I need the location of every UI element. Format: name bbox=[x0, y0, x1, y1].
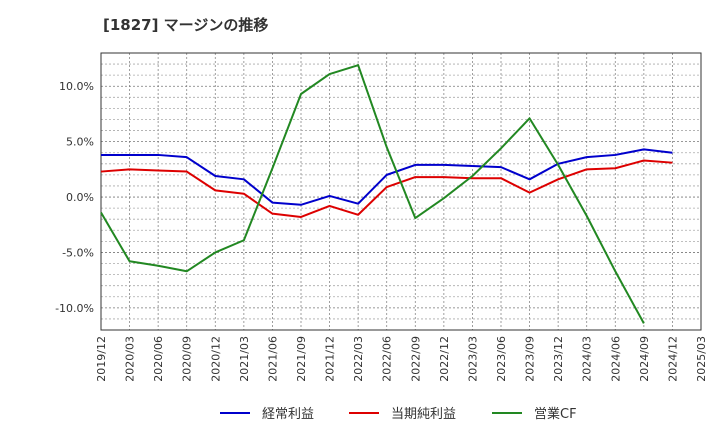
chart-title: [1827] マージンの推移 bbox=[103, 16, 269, 34]
x-tick-label: 2025/03 bbox=[695, 336, 708, 382]
x-tick-label: 2023/03 bbox=[466, 336, 479, 382]
x-tick-label: 2024/06 bbox=[609, 336, 622, 382]
x-tick-label: 2020/12 bbox=[209, 336, 222, 382]
x-tick-label: 2022/03 bbox=[352, 336, 365, 382]
legend-label: 経常利益 bbox=[262, 407, 314, 422]
series-line bbox=[100, 159, 673, 218]
x-tick-label: 2024/09 bbox=[638, 336, 651, 382]
y-tick-label: 10.0% bbox=[59, 80, 94, 93]
plot-frame bbox=[100, 52, 702, 331]
x-tick-label: 2020/03 bbox=[124, 336, 137, 382]
legend-label: 当期純利益 bbox=[391, 407, 456, 422]
series-line bbox=[101, 148, 673, 206]
x-tick-label: 2022/06 bbox=[381, 336, 394, 382]
x-tick-label: 2021/12 bbox=[324, 336, 337, 382]
legend: 経常利益 当期純利益 営業CF bbox=[220, 406, 577, 422]
y-axis-ticks: 10.0% 5.0% 0.0% -5.0% -10.0% bbox=[55, 80, 94, 315]
x-tick-label: 2019/12 bbox=[95, 336, 108, 382]
y-tick-label: 5.0% bbox=[66, 136, 94, 149]
y-tick-label: 0.0% bbox=[66, 191, 94, 204]
x-tick-label: 2021/03 bbox=[238, 336, 251, 382]
x-tick-label: 2020/09 bbox=[181, 336, 194, 382]
x-tick-label: 2024/03 bbox=[581, 336, 594, 382]
x-tick-label: 2023/06 bbox=[495, 336, 508, 382]
x-tick-label: 2023/12 bbox=[552, 336, 565, 382]
grid-lines bbox=[100, 52, 702, 331]
x-tick-label: 2020/06 bbox=[152, 336, 165, 382]
x-tick-label: 2021/09 bbox=[295, 336, 308, 382]
y-tick-label: -10.0% bbox=[55, 302, 94, 315]
series-layer bbox=[100, 64, 673, 324]
x-tick-label: 2022/09 bbox=[409, 336, 422, 382]
x-tick-label: 2021/06 bbox=[266, 336, 279, 382]
legend-label: 営業CF bbox=[534, 406, 577, 422]
x-tick-label: 2022/12 bbox=[438, 336, 451, 382]
x-axis-ticks: 2019/12 2020/03 2020/06 2020/09 2020/12 2021/… bbox=[95, 336, 708, 382]
series-line bbox=[100, 64, 645, 324]
x-tick-label: 2024/12 bbox=[666, 336, 679, 382]
y-tick-label: -5.0% bbox=[62, 246, 94, 259]
x-tick-label: 2023/09 bbox=[524, 336, 537, 382]
